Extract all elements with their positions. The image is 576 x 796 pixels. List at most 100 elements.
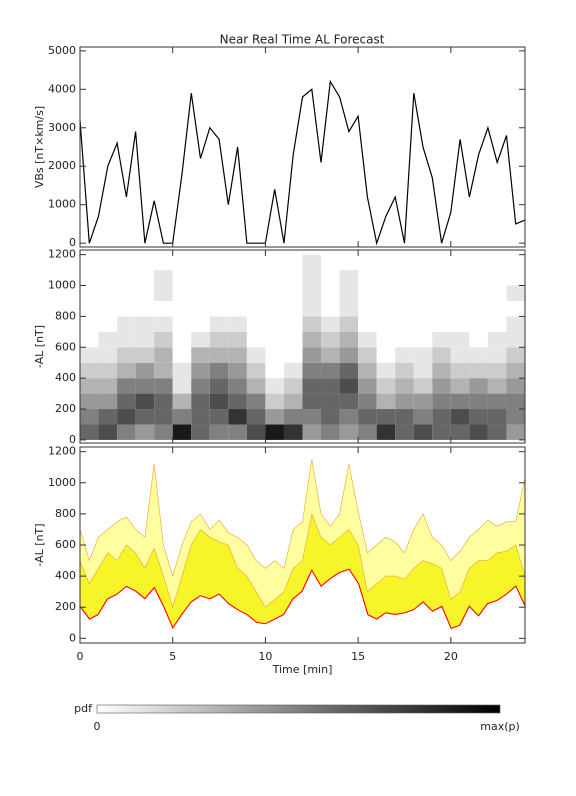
heat-cell: [358, 316, 377, 332]
heat-cell: [302, 362, 322, 379]
heat-cell: [469, 424, 488, 440]
heat-cell: [135, 270, 155, 286]
heat-cell: [246, 378, 266, 394]
heat-cell: [135, 362, 155, 379]
heat-cell: [80, 316, 99, 332]
y-tick-label: 800: [55, 507, 76, 520]
chart-title: Near Real Time AL Forecast: [220, 33, 385, 47]
heat-cell: [228, 331, 247, 348]
heat-cell: [172, 254, 192, 271]
heat-cell: [228, 393, 247, 410]
heat-cell: [487, 285, 507, 301]
y-tick-label: 1200: [48, 248, 76, 261]
heat-cell: [117, 347, 136, 363]
heat-cell: [358, 347, 377, 363]
heat-cell: [191, 270, 210, 286]
heat-cell: [209, 393, 229, 410]
heat-cell: [413, 409, 433, 425]
heat-cell: [413, 347, 433, 363]
heat-cell: [432, 285, 451, 301]
heat-cell: [117, 378, 136, 394]
heat-cell: [117, 300, 136, 317]
heat-cell: [228, 424, 247, 440]
heat-cell: [172, 347, 192, 363]
heat-cell: [228, 316, 247, 332]
heat-cell: [154, 254, 173, 271]
heat-cell: [302, 300, 322, 317]
heat-cell: [98, 285, 118, 301]
x-tick-label: 5: [169, 650, 176, 663]
heat-cell: [117, 316, 136, 332]
heat-cell: [395, 393, 414, 410]
heat-cell: [413, 270, 433, 286]
heat-cell: [321, 347, 340, 363]
heat-cell: [228, 378, 247, 394]
y-tick-label: 200: [55, 402, 76, 415]
heat-cell: [265, 300, 284, 317]
y-tick-label: 3000: [48, 121, 76, 134]
x-tick-label: 0: [77, 650, 84, 663]
heat-cell: [283, 424, 303, 440]
heat-cell: [339, 254, 359, 271]
heat-cell: [117, 254, 136, 271]
heat-cell: [209, 254, 229, 271]
heat-cell: [450, 424, 470, 440]
heat-cell: [172, 300, 192, 317]
y-tick-label: 0: [69, 236, 76, 249]
x-tick-label: 20: [444, 650, 458, 663]
heat-cell: [209, 316, 229, 332]
heat-cell: [450, 393, 470, 410]
heat-cell: [413, 393, 433, 410]
heat-cell: [321, 378, 340, 394]
heat-cell: [413, 285, 433, 301]
heat-cell: [432, 378, 451, 394]
heat-cell: [395, 347, 414, 363]
heat-cell: [135, 254, 155, 271]
heat-cell: [154, 331, 173, 348]
heat-cell: [98, 378, 118, 394]
heat-cell: [98, 347, 118, 363]
heat-cell: [154, 300, 173, 317]
heat-cell: [265, 254, 284, 271]
heat-cell: [191, 285, 210, 301]
heat-cell: [117, 331, 136, 348]
heat-cell: [432, 424, 451, 440]
heat-cell: [265, 316, 284, 332]
x-tick-label: 15: [351, 650, 365, 663]
heat-cell: [154, 316, 173, 332]
heat-cell: [450, 254, 470, 271]
heat-cell: [321, 424, 340, 440]
heat-cell: [246, 362, 266, 379]
y-tick-label: 1000: [48, 476, 76, 489]
heat-cell: [413, 424, 433, 440]
x-tick-label: 10: [258, 650, 272, 663]
heat-cell: [265, 270, 284, 286]
heat-cell: [228, 362, 247, 379]
heat-cell: [191, 378, 210, 394]
heat-cell: [506, 362, 525, 379]
heat-cell: [80, 424, 99, 440]
heat-cell: [283, 378, 303, 394]
heat-cell: [395, 316, 414, 332]
heat-cell: [265, 378, 284, 394]
heat-cell: [80, 270, 99, 286]
heat-cell: [154, 270, 173, 286]
heat-cell: [506, 270, 525, 286]
heat-cell: [358, 285, 377, 301]
heat-cell: [358, 331, 377, 348]
plot-frame: [79, 46, 526, 248]
heat-cell: [487, 362, 507, 379]
heat-cell: [321, 316, 340, 332]
heat-cell: [469, 270, 488, 286]
heat-cell: [246, 285, 266, 301]
heat-cell: [98, 300, 118, 317]
heat-cell: [506, 316, 525, 332]
heat-cell: [506, 285, 525, 301]
heat-cell: [339, 316, 359, 332]
y-tick-label: 5000: [48, 44, 76, 57]
heat-cell: [80, 331, 99, 348]
heat-cell: [191, 316, 210, 332]
y-tick-label: 400: [55, 569, 76, 582]
heat-cell: [283, 331, 303, 348]
